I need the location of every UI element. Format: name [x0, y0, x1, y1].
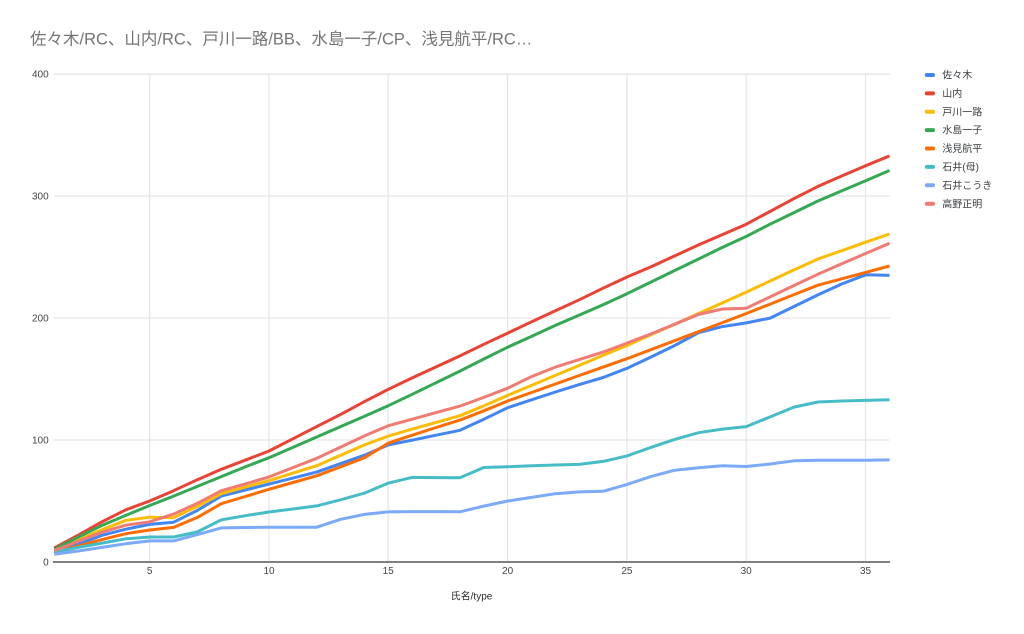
svg-text:35: 35: [860, 566, 872, 577]
svg-text:0: 0: [43, 558, 49, 569]
svg-text:400: 400: [32, 70, 49, 81]
svg-text:30: 30: [741, 566, 753, 577]
svg-text:佐々木/RC、山内/RC、戸川一路/BB、水島一子/CP、浅: 佐々木/RC、山内/RC、戸川一路/BB、水島一子/CP、浅見航平/RC…: [30, 30, 532, 49]
svg-text:10: 10: [263, 566, 275, 577]
svg-text:300: 300: [32, 192, 49, 203]
svg-text:5: 5: [147, 566, 153, 577]
svg-text:氏名/type: 氏名/type: [451, 590, 493, 603]
svg-text:浅見航平: 浅見航平: [942, 142, 982, 155]
svg-text:山内: 山内: [942, 87, 962, 100]
svg-text:20: 20: [502, 566, 514, 577]
svg-text:石井こうき: 石井こうき: [942, 179, 992, 192]
svg-text:佐々木: 佐々木: [942, 70, 972, 82]
svg-text:高野正明: 高野正明: [942, 197, 982, 210]
svg-text:100: 100: [32, 436, 49, 447]
svg-text:25: 25: [621, 566, 633, 577]
svg-text:戸川一路: 戸川一路: [942, 105, 982, 118]
svg-text:15: 15: [383, 566, 395, 577]
svg-text:水島一子: 水島一子: [942, 124, 982, 137]
svg-text:石井(母): 石井(母): [942, 161, 979, 174]
svg-text:200: 200: [32, 314, 49, 325]
